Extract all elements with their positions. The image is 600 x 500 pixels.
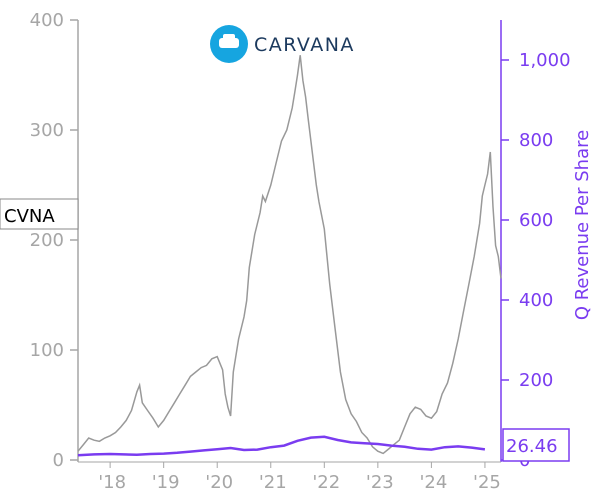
latest-value-text: 26.46 — [506, 436, 558, 457]
left-tick-label: 0 — [53, 450, 64, 471]
price-series-line — [77, 55, 502, 455]
right-tick-label: 800 — [519, 130, 553, 151]
car-roof-icon — [223, 34, 235, 40]
revenue-series-line — [77, 435, 486, 457]
left-tick-label: 200 — [30, 230, 64, 251]
right-tick-label: 1,000 — [519, 50, 571, 71]
x-tick-label: '19 — [152, 472, 180, 493]
x-tick-label: '23 — [366, 472, 394, 493]
left-tick-label: 400 — [30, 10, 64, 31]
x-tick-label: '21 — [259, 472, 287, 493]
logo-text: CARVANA — [254, 34, 355, 56]
x-tick-label: '20 — [205, 472, 233, 493]
latest-value-label: 26.46 — [502, 428, 570, 462]
car-body-icon — [219, 38, 239, 48]
left-tick-label: 100 — [30, 340, 64, 361]
x-tick-label: '22 — [312, 472, 340, 493]
x-tick-label: '18 — [98, 472, 126, 493]
right-tick-label: 400 — [519, 290, 553, 311]
right-axis-label: Q Revenue Per Share — [572, 130, 593, 320]
x-tick-group: '18 '19 '20 '21 '22 '23 '24 '25 — [98, 462, 501, 493]
ticker-label: CVNA — [0, 198, 79, 230]
ticker-text: CVNA — [4, 206, 55, 227]
left-tick-group: 0 100 200 300 400 — [30, 10, 78, 471]
ticker-box — [0, 198, 79, 230]
x-tick-label: '24 — [419, 472, 447, 493]
latest-value-box — [502, 428, 570, 462]
right-tick-label: 200 — [519, 370, 553, 391]
right-tick-label: 600 — [519, 210, 553, 231]
x-tick-label: '25 — [473, 472, 501, 493]
carvana-logo: CARVANA — [210, 25, 355, 63]
left-tick-label: 300 — [30, 120, 64, 141]
